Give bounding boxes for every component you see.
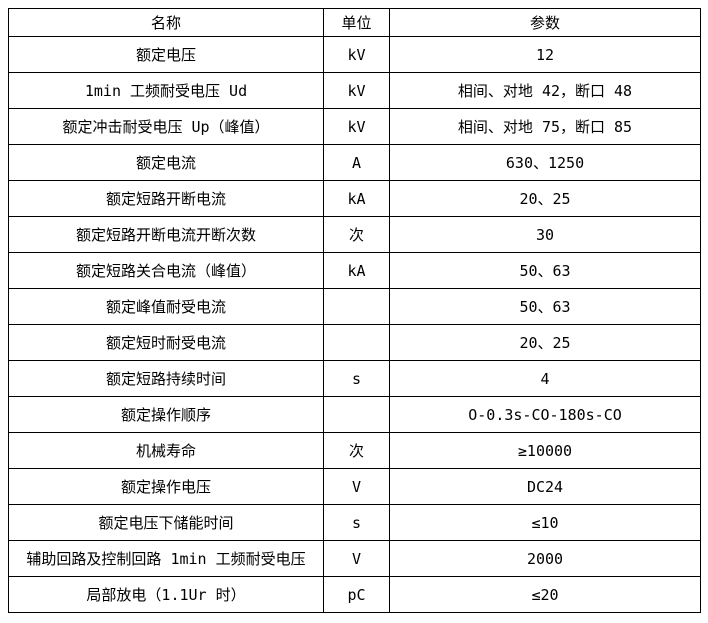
spec-unit-cell: s bbox=[323, 504, 390, 541]
spec-unit-cell: 次 bbox=[323, 432, 390, 469]
spec-value-cell: 4 bbox=[389, 360, 701, 397]
spec-unit-cell: 次 bbox=[323, 216, 390, 253]
table-row: 额定电流 A 630、1250 bbox=[8, 144, 701, 181]
spec-name-cell: 1min 工频耐受电压 Ud bbox=[8, 72, 324, 109]
spec-name-cell: 额定冲击耐受电压 Up（峰值） bbox=[8, 108, 324, 145]
spec-name-cell: 额定电压下储能时间 bbox=[8, 504, 324, 541]
spec-unit-cell: kV bbox=[323, 36, 390, 73]
spec-name-cell: 局部放电（1.1Ur 时） bbox=[8, 576, 324, 613]
table-row: 额定电压 kV 12 bbox=[8, 36, 701, 73]
spec-name-cell: 额定短时耐受电流 bbox=[8, 324, 324, 361]
spec-unit-cell: V bbox=[323, 468, 390, 505]
header-row: 名称 单位 参数 bbox=[8, 8, 701, 37]
table-row: 额定峰值耐受电流 50、63 bbox=[8, 288, 701, 325]
spec-value-cell: 50、63 bbox=[389, 288, 701, 325]
spec-name-cell: 额定操作电压 bbox=[8, 468, 324, 505]
spec-name-cell: 额定短路开断电流开断次数 bbox=[8, 216, 324, 253]
table-row: 额定操作电压 V DC24 bbox=[8, 468, 701, 505]
spec-unit-cell: kV bbox=[323, 72, 390, 109]
spec-value-cell: 50、63 bbox=[389, 252, 701, 289]
spec-name-cell: 额定短路关合电流（峰值） bbox=[8, 252, 324, 289]
spec-value-cell: 相间、对地 42，断口 48 bbox=[389, 72, 701, 109]
table-row: 额定短时耐受电流 20、25 bbox=[8, 324, 701, 361]
spec-unit-cell: kA bbox=[323, 252, 390, 289]
spec-unit-cell: kV bbox=[323, 108, 390, 145]
table-row: 额定冲击耐受电压 Up（峰值） kV 相间、对地 75，断口 85 bbox=[8, 108, 701, 145]
table-row: 机械寿命次 ≥10000 bbox=[8, 432, 701, 469]
spec-value-cell: ≤20 bbox=[389, 576, 701, 613]
table-row: 额定操作顺序 O-0.3s-CO-180s-CO bbox=[8, 396, 701, 433]
spec-table-body: 额定电压 kV 12 1min 工频耐受电压 Ud kV 相间、对地 42，断口 48 额定… bbox=[8, 36, 701, 613]
spec-value-cell: ≥10000 bbox=[389, 432, 701, 469]
spec-name-cell: 额定电压 bbox=[8, 36, 324, 73]
spec-name-cell: 额定电流 bbox=[8, 144, 324, 181]
spec-name-cell: 额定峰值耐受电流 bbox=[8, 288, 324, 325]
spec-name-cell: 额定短路开断电流 bbox=[8, 180, 324, 217]
column-header-value: 参数 bbox=[389, 8, 701, 37]
spec-value-cell: DC24 bbox=[389, 468, 701, 505]
spec-value-cell: ≤10 bbox=[389, 504, 701, 541]
table-row: 额定短路持续时间 s 4 bbox=[8, 360, 701, 397]
spec-value-cell: 20、25 bbox=[389, 180, 701, 217]
spec-value-cell: 相间、对地 75，断口 85 bbox=[389, 108, 701, 145]
spec-table: 名称 单位 参数 额定电压 kV 12 1min 工频耐受电压 Ud kV 相间、对地 4… bbox=[8, 8, 701, 613]
table-row: 额定电压下储能时间 s ≤10 bbox=[8, 504, 701, 541]
spec-unit-cell: V bbox=[323, 540, 390, 577]
spec-unit-cell bbox=[323, 288, 390, 325]
spec-unit-cell bbox=[323, 396, 390, 433]
spec-value-cell: 630、1250 bbox=[389, 144, 701, 181]
spec-unit-cell: kA bbox=[323, 180, 390, 217]
table-row: 1min 工频耐受电压 Ud kV 相间、对地 42，断口 48 bbox=[8, 72, 701, 109]
table-row: 辅助回路及控制回路 1min 工频耐受电压 V 2000 bbox=[8, 540, 701, 577]
spec-table-header: 名称 单位 参数 bbox=[8, 8, 701, 37]
spec-value-cell: O-0.3s-CO-180s-CO bbox=[389, 396, 701, 433]
spec-value-cell: 12 bbox=[389, 36, 701, 73]
table-row: 局部放电（1.1Ur 时） pC ≤20 bbox=[8, 576, 701, 613]
spec-name-cell: 机械寿命 bbox=[8, 432, 324, 469]
spec-value-cell: 2000 bbox=[389, 540, 701, 577]
spec-value-cell: 20、25 bbox=[389, 324, 701, 361]
table-row: 额定短路开断电流 kA 20、25 bbox=[8, 180, 701, 217]
table-row: 额定短路开断电流开断次数次 30 bbox=[8, 216, 701, 253]
spec-name-cell: 辅助回路及控制回路 1min 工频耐受电压 bbox=[8, 540, 324, 577]
column-header-name: 名称 bbox=[8, 8, 324, 37]
spec-unit-cell bbox=[323, 324, 390, 361]
column-header-unit: 单位 bbox=[323, 8, 390, 37]
spec-unit-cell: A bbox=[323, 144, 390, 181]
spec-value-cell: 30 bbox=[389, 216, 701, 253]
spec-unit-cell: s bbox=[323, 360, 390, 397]
table-row: 额定短路关合电流（峰值） kA 50、63 bbox=[8, 252, 701, 289]
spec-name-cell: 额定短路持续时间 bbox=[8, 360, 324, 397]
spec-unit-cell: pC bbox=[323, 576, 390, 613]
spec-name-cell: 额定操作顺序 bbox=[8, 396, 324, 433]
